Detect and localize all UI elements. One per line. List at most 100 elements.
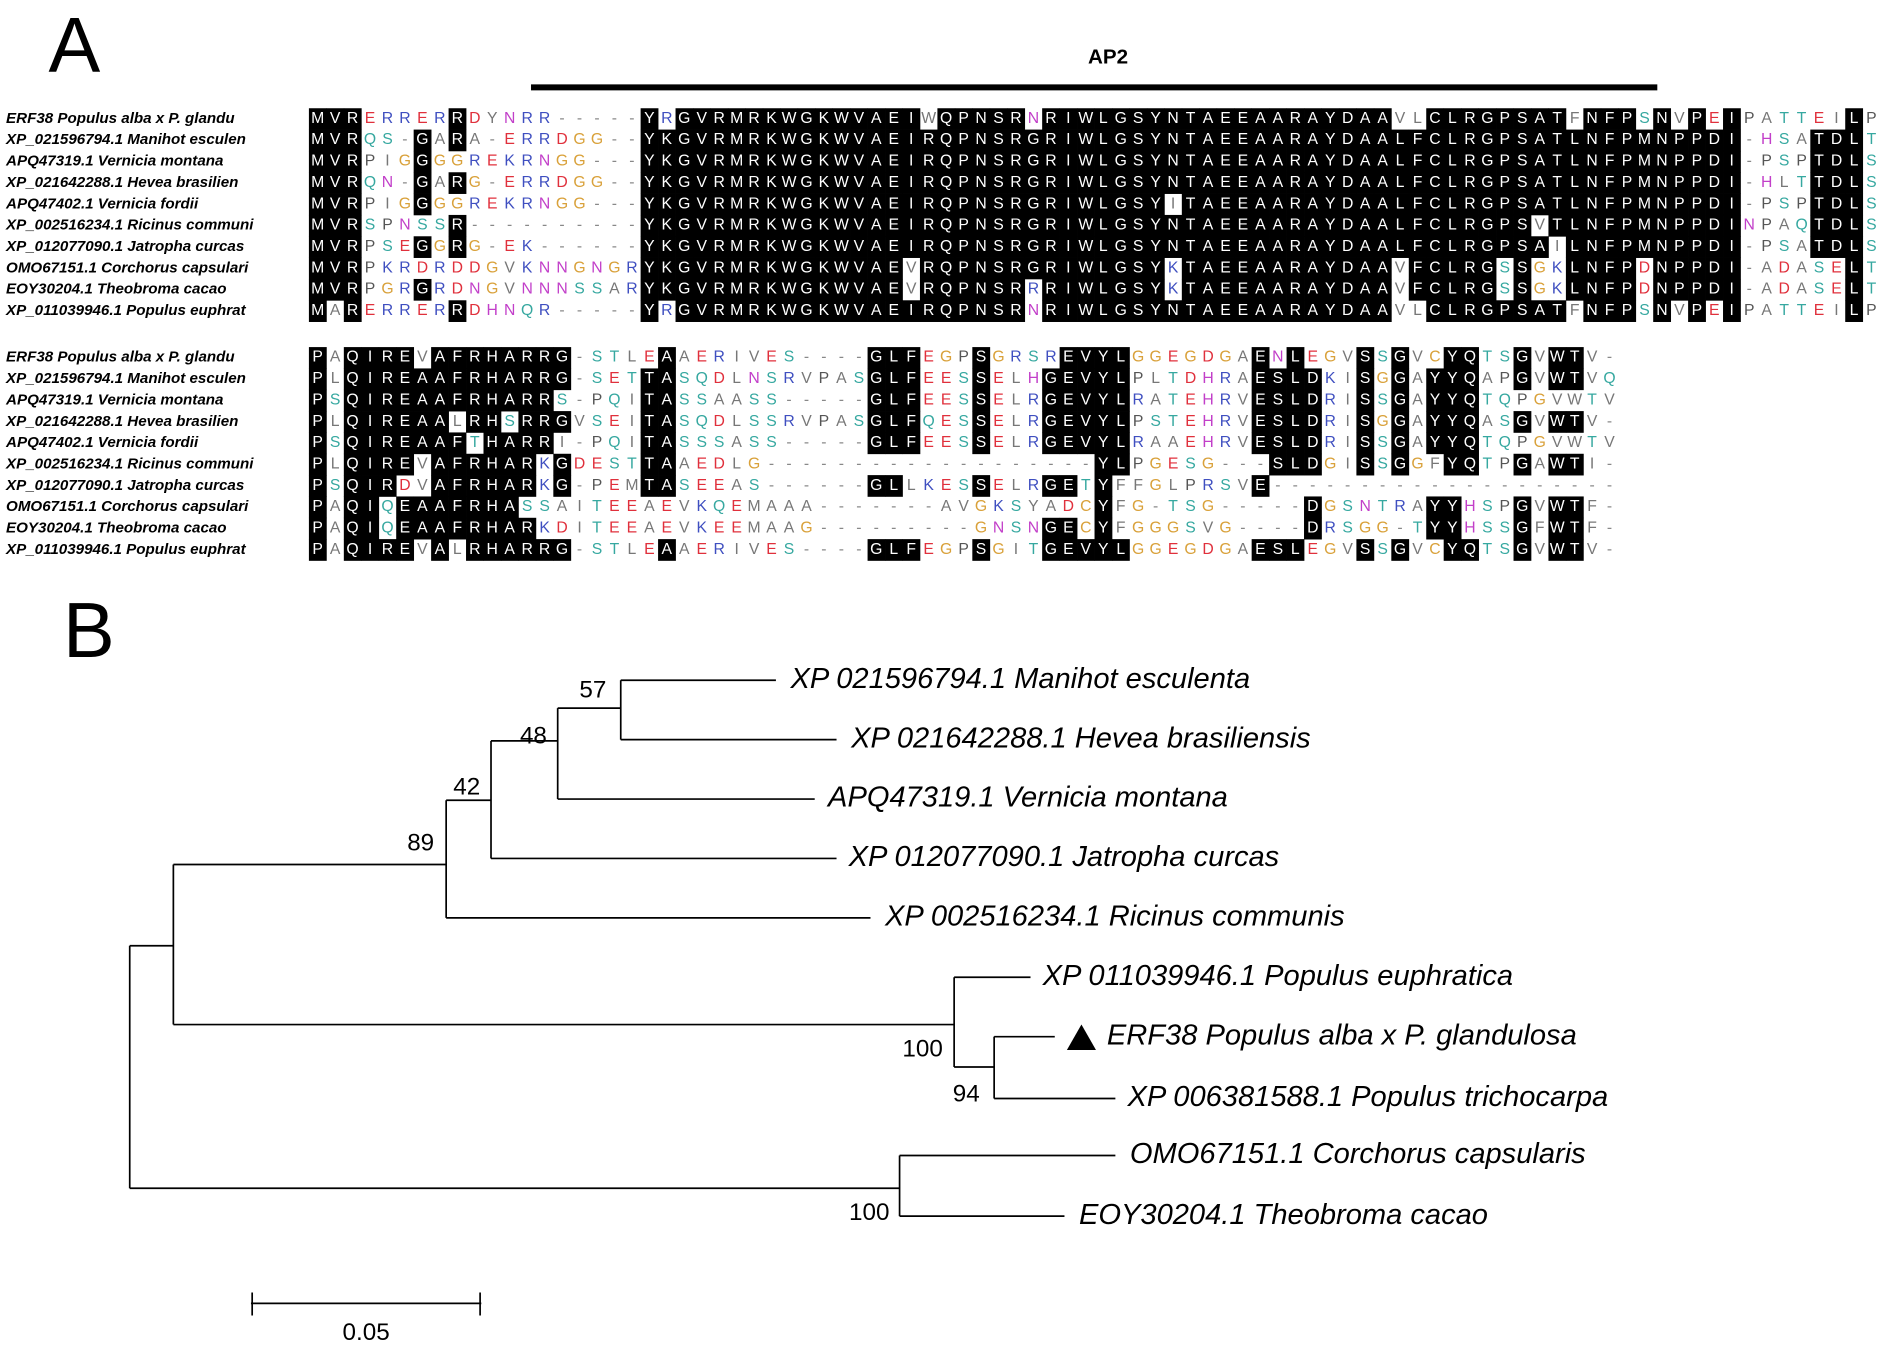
residue-shade — [1094, 108, 1113, 130]
residue-shade — [1478, 150, 1497, 173]
residue-shade — [745, 300, 764, 322]
residue-shade — [1216, 150, 1235, 173]
residue-shade — [797, 193, 816, 216]
residue-shade — [1688, 257, 1706, 280]
residue-shade — [1146, 257, 1165, 280]
residue-shade — [1688, 172, 1706, 194]
residue-shade — [937, 214, 956, 237]
residue-shade — [815, 300, 834, 322]
residue-shade — [1321, 236, 1340, 258]
residue-shade — [1216, 257, 1235, 280]
residue-shade — [727, 278, 746, 301]
residue-shade — [1548, 108, 1567, 130]
residue-shade — [1670, 236, 1689, 258]
residue-shade — [1827, 150, 1846, 173]
residue-shade — [1199, 236, 1218, 258]
residue-shade — [797, 257, 816, 280]
residue-shade — [1024, 257, 1043, 280]
residue-shade — [797, 214, 816, 237]
residue-shade — [972, 300, 991, 322]
residue-shade — [1530, 236, 1549, 258]
residue-shade — [954, 108, 973, 130]
residue-shade — [1181, 214, 1200, 237]
residue-shade — [885, 214, 903, 237]
residue-shade — [326, 236, 345, 258]
residue-shade — [1321, 193, 1340, 216]
residue-shade — [343, 278, 362, 301]
residue-shade — [1077, 172, 1095, 194]
residue-shade — [1618, 214, 1637, 237]
residue-shade — [308, 108, 327, 130]
residue-shade — [1094, 193, 1113, 216]
residue-shade — [1513, 236, 1532, 258]
residue-shade — [1269, 129, 1287, 152]
residue-shade — [1810, 193, 1829, 216]
residue-shade — [989, 214, 1008, 237]
residue-shade — [1304, 129, 1322, 152]
residue-shade — [1111, 300, 1130, 322]
residue-shade — [972, 278, 991, 301]
leaf-label: XP 012077090.1 Jatropha curcas — [848, 841, 1280, 873]
residue-shade — [1111, 257, 1130, 280]
residue-shade — [1356, 278, 1375, 301]
residue-shade — [867, 214, 886, 237]
residue-shade — [954, 236, 973, 258]
residue-shade — [989, 278, 1008, 301]
residue-shade — [1618, 236, 1637, 258]
residue-shade — [867, 257, 886, 280]
residue-shade — [1408, 172, 1427, 194]
residue-shade — [1216, 214, 1235, 237]
residue-shade — [832, 108, 851, 130]
residue-shade — [1600, 193, 1619, 216]
bootstrap: 42 — [453, 774, 480, 801]
residue-shade — [658, 193, 676, 216]
residue-shade — [1286, 129, 1305, 152]
residue-shade — [919, 150, 938, 173]
residue-shade — [1199, 129, 1218, 152]
residue-shade — [1094, 278, 1113, 301]
residue-shade — [815, 278, 834, 301]
panel-label: B — [63, 588, 115, 674]
residue-shade — [308, 300, 327, 322]
residue-shade — [1443, 108, 1462, 130]
sequence-name: APQ47319.1 Vernicia montana — [5, 153, 223, 170]
residue-shade — [1338, 172, 1357, 194]
residue-shade — [1426, 257, 1445, 280]
residue-shade — [710, 214, 729, 237]
residue-shade — [658, 150, 676, 173]
residue-shade — [727, 257, 746, 280]
residue-shade — [1234, 278, 1253, 301]
residue-shade — [326, 108, 345, 130]
residue-shade — [640, 193, 659, 216]
residue-shade — [675, 214, 694, 237]
residue-shade — [1705, 257, 1724, 280]
residue-shade — [972, 257, 991, 280]
residue-shade — [1443, 193, 1462, 216]
residue-shade — [832, 236, 851, 258]
residue-shade — [1077, 193, 1095, 216]
residue-shade — [1111, 214, 1130, 237]
residue-shade — [1129, 193, 1148, 216]
residue-shade — [1077, 129, 1095, 152]
residue-shade — [343, 193, 362, 216]
residue-shade — [1199, 278, 1218, 301]
residue-shade — [780, 236, 799, 258]
bootstrap: 100 — [849, 1199, 889, 1226]
residue-shade — [902, 193, 921, 216]
residue-shade — [1583, 278, 1602, 301]
residue-shade — [902, 129, 921, 152]
residue-shade — [1321, 257, 1340, 280]
residue-shade — [1705, 150, 1724, 173]
residue-shade — [972, 150, 991, 173]
residue-shade — [1688, 214, 1706, 237]
residue-shade — [1269, 214, 1287, 237]
residue-shade — [343, 129, 362, 152]
residue-shade — [1653, 236, 1672, 258]
residue-shade — [1618, 193, 1637, 216]
residue-shade — [745, 108, 764, 130]
residue-shade — [1234, 236, 1253, 258]
residue-shade — [1391, 172, 1410, 194]
residue-shade — [745, 129, 764, 152]
